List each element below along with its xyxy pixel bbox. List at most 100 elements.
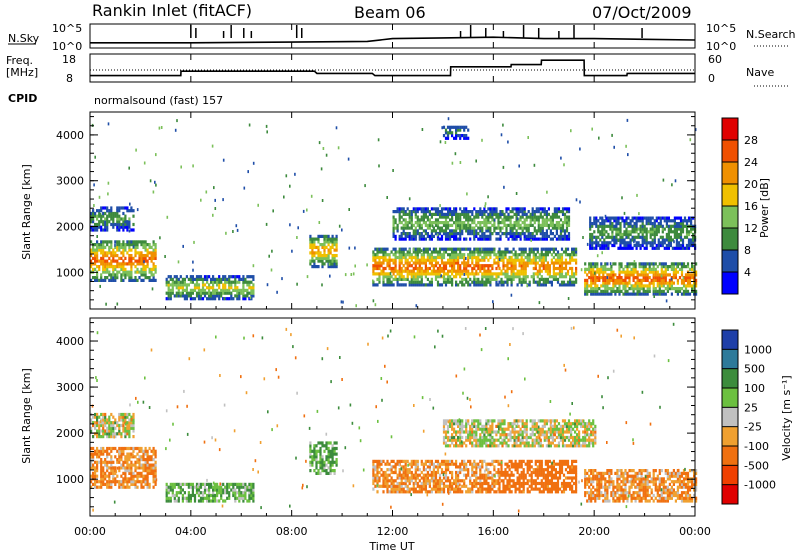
velocity-cell: [104, 471, 107, 475]
power-cell: [412, 277, 415, 281]
velocity-cell: [100, 466, 103, 470]
power-cell: [100, 248, 103, 252]
power-cell: [692, 241, 695, 245]
power-cell: [309, 262, 312, 266]
power-cell: [122, 245, 125, 249]
power-cell: [477, 250, 480, 254]
power-cell: [483, 221, 486, 225]
power-cell: [222, 277, 225, 281]
power-cell: [114, 240, 117, 244]
velocity-cell: [144, 466, 147, 470]
velocity-cell: [126, 466, 129, 470]
velocity-cell: [420, 459, 423, 463]
power-cell: [564, 266, 568, 271]
power-cell: [226, 297, 229, 301]
power-cell: [426, 232, 429, 236]
power-cell: [660, 278, 663, 282]
power-cell: [208, 286, 211, 290]
power-cell: [686, 265, 690, 269]
power-cell: [432, 247, 435, 251]
nsky-spikes: [190, 25, 643, 38]
power-cell: [516, 253, 519, 257]
power-cell: [493, 247, 496, 251]
power-cell: [489, 229, 492, 233]
power-cell: [495, 215, 498, 219]
power-cell: [420, 215, 423, 219]
power-cell: [560, 247, 564, 251]
power-cell: [542, 261, 545, 265]
power-cell: [562, 280, 566, 284]
velocity-cell: [234, 496, 237, 500]
velocity-cell: [396, 473, 399, 477]
power-cell: [465, 136, 468, 140]
velocity-cell: [242, 485, 245, 489]
colorbar-tick-label: 8: [744, 244, 751, 257]
velocity-cell: [384, 479, 387, 483]
velocity-cell: [404, 470, 407, 475]
power-cell: [331, 262, 334, 266]
power-cell: [524, 280, 527, 284]
power-cell: [626, 289, 629, 293]
power-scatter-cell: [166, 215, 169, 219]
power-cell: [631, 235, 634, 239]
power-cell: [384, 253, 387, 257]
power-cell: [516, 258, 519, 262]
power-cell: [571, 269, 574, 273]
velocity-cell: [380, 473, 383, 477]
velocity-cell: [108, 415, 111, 419]
velocity-cell: [187, 499, 190, 503]
power-cell: [648, 270, 651, 274]
power-cell: [614, 292, 617, 296]
power-cell: [394, 237, 397, 241]
power-cell: [124, 267, 127, 271]
velocity-cell: [392, 470, 395, 475]
velocity-cell: [104, 458, 107, 462]
power-cell: [100, 251, 103, 255]
nsearch-label: N.Search: [746, 28, 796, 41]
power-cell: [475, 250, 478, 254]
power-cell: [453, 253, 456, 257]
power-cell: [325, 256, 328, 260]
power-cell: [311, 240, 314, 244]
power-cell: [495, 253, 498, 257]
power-cell: [104, 217, 107, 221]
power-cell: [416, 221, 419, 225]
power-cell: [455, 253, 458, 257]
power-cell: [398, 266, 401, 271]
velocity-cell: [122, 418, 125, 422]
velocity-cell: [144, 469, 147, 473]
power-cell: [611, 232, 614, 237]
velocity-cell: [240, 485, 243, 489]
power-cell: [212, 297, 215, 301]
power-cell: [140, 240, 143, 244]
power-cell: [483, 212, 486, 216]
power-cell: [191, 297, 194, 301]
power-cell: [146, 259, 149, 263]
power-cell: [617, 222, 620, 226]
power-cell: [108, 214, 111, 218]
power-cell: [148, 256, 151, 260]
velocity-cell: [144, 474, 147, 478]
power-scatter-cell: [350, 273, 353, 276]
power-cell: [514, 255, 517, 260]
velocity-cell: [402, 473, 405, 477]
power-cell: [216, 283, 219, 287]
power-cell: [591, 224, 594, 228]
power-cell: [412, 275, 415, 279]
velocity-cell: [210, 485, 213, 489]
power-cell: [414, 226, 417, 230]
power-cell: [481, 234, 484, 238]
velocity-cell: [132, 471, 135, 475]
power-cell: [520, 266, 523, 271]
power-cell: [632, 284, 635, 288]
power-cell: [110, 262, 113, 266]
power-cell: [561, 212, 565, 216]
power-cell: [596, 287, 599, 291]
power-scatter-cell: [223, 297, 225, 301]
power-cell: [120, 222, 123, 227]
power-cell: [120, 278, 123, 282]
power-cell: [110, 209, 113, 213]
velocity-cell: [118, 460, 121, 464]
power-cell: [643, 224, 646, 228]
velocity-cell: [206, 499, 209, 503]
